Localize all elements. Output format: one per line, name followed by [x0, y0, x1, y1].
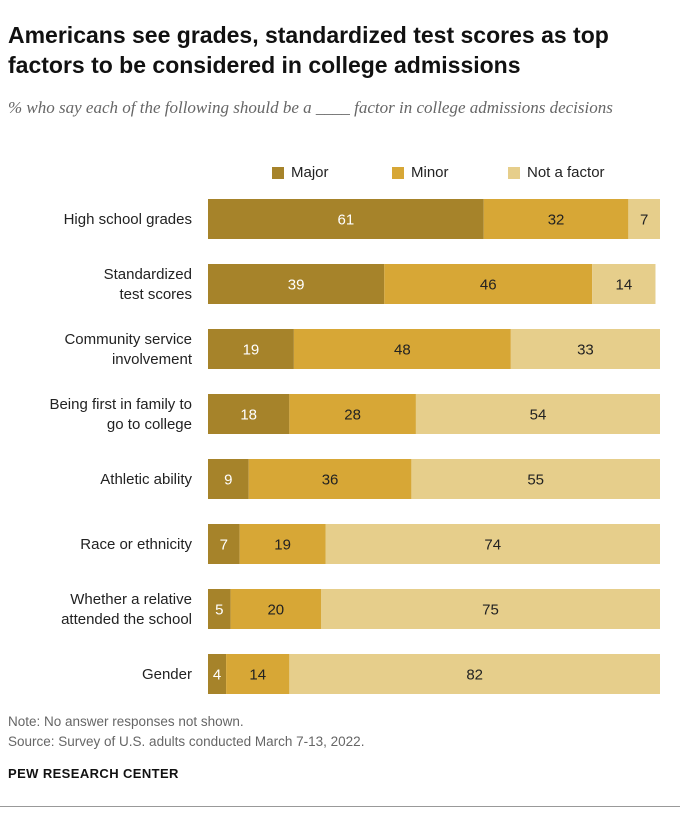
legend-item-major: Major — [272, 164, 329, 181]
data-label-not-a-factor: 55 — [527, 472, 544, 489]
data-label-not-a-factor: 74 — [484, 537, 501, 554]
bar-segment-not-a-factor — [325, 524, 660, 564]
data-label-minor: 28 — [344, 407, 361, 424]
bar-segment-major — [208, 654, 227, 694]
source-text: Source: Survey of U.S. adults conducted … — [8, 734, 365, 749]
bar-segment-major — [208, 264, 385, 304]
category-label: High school grades — [64, 211, 192, 228]
data-label-minor: 20 — [267, 602, 284, 619]
data-label-major: 61 — [338, 212, 355, 229]
legend-label-not-a-factor: Not a factor — [527, 164, 605, 181]
bar-segment-minor — [483, 199, 629, 239]
bar-segment-minor — [248, 459, 412, 499]
legend-swatch-minor — [392, 166, 404, 179]
bar-segment-major — [208, 394, 290, 434]
bar-segment-minor — [230, 589, 321, 629]
legend-item-minor: Minor — [392, 164, 449, 181]
bar-segment-minor — [293, 329, 511, 369]
bar-segment-minor — [289, 394, 416, 434]
legend: Major Minor Not a factor — [0, 164, 680, 186]
data-label-not-a-factor: 7 — [640, 212, 648, 229]
category-label: Being first in family to go to college — [49, 396, 192, 433]
data-label-minor: 36 — [322, 472, 339, 489]
category-label: Community service involvement — [64, 331, 192, 368]
bar-segment-not-a-factor — [592, 264, 656, 304]
bar-segment-not-a-factor — [321, 589, 660, 629]
category-label: Standardized test scores — [104, 266, 192, 303]
data-label-minor: 14 — [249, 667, 266, 684]
legend-swatch-major — [272, 166, 284, 179]
bar-segment-minor — [226, 654, 290, 694]
brand-logo-text: PEW RESEARCH CENTER — [8, 766, 179, 781]
legend-swatch-not-a-factor — [508, 166, 520, 179]
data-label-major: 5 — [215, 602, 223, 619]
legend-item-not-a-factor: Not a factor — [508, 164, 605, 181]
data-label-not-a-factor: 54 — [530, 407, 547, 424]
chart-title: Americans see grades, standardized test … — [8, 22, 609, 78]
category-label: Gender — [142, 666, 192, 683]
data-label-major: 9 — [224, 472, 232, 489]
chart-subtitle: % who say each of the following should b… — [8, 98, 613, 117]
data-label-minor: 32 — [548, 212, 565, 229]
bar-segment-not-a-factor — [289, 654, 660, 694]
bar-segment-major — [208, 329, 294, 369]
data-label-minor: 46 — [480, 277, 497, 294]
data-label-minor: 48 — [394, 342, 411, 359]
category-label: Athletic ability — [100, 471, 192, 488]
data-label-major: 18 — [240, 407, 257, 424]
bar-segment-not-a-factor — [510, 329, 660, 369]
data-label-not-a-factor: 82 — [466, 667, 483, 684]
bottom-rule — [0, 806, 680, 807]
bar-segment-major — [208, 524, 240, 564]
category-label: Race or ethnicity — [80, 536, 192, 553]
bar-segment-not-a-factor — [411, 459, 660, 499]
bar-segment-not-a-factor — [628, 199, 660, 239]
legend-label-minor: Minor — [411, 164, 449, 181]
data-label-major: 39 — [288, 277, 305, 294]
data-label-major: 4 — [213, 667, 221, 684]
data-label-not-a-factor: 14 — [615, 277, 632, 294]
stacked-bar-chart: High school grades 61 32 7 Standardized test … — [49, 199, 660, 694]
bar-segment-minor — [239, 524, 326, 564]
bar-segment-not-a-factor — [415, 394, 660, 434]
note-text: Note: No answer responses not shown. — [8, 714, 244, 729]
bar-segment-major — [208, 589, 231, 629]
data-label-major: 19 — [243, 342, 260, 359]
data-label-not-a-factor: 33 — [577, 342, 594, 359]
legend-label-major: Major — [291, 164, 329, 181]
category-label: Whether a relative attended the school — [61, 591, 192, 628]
bar-segment-major — [208, 459, 249, 499]
bar-segment-major — [208, 199, 484, 239]
data-label-not-a-factor: 75 — [482, 602, 499, 619]
bar-segment-minor — [384, 264, 593, 304]
data-label-minor: 19 — [274, 537, 291, 554]
data-label-major: 7 — [220, 537, 228, 554]
